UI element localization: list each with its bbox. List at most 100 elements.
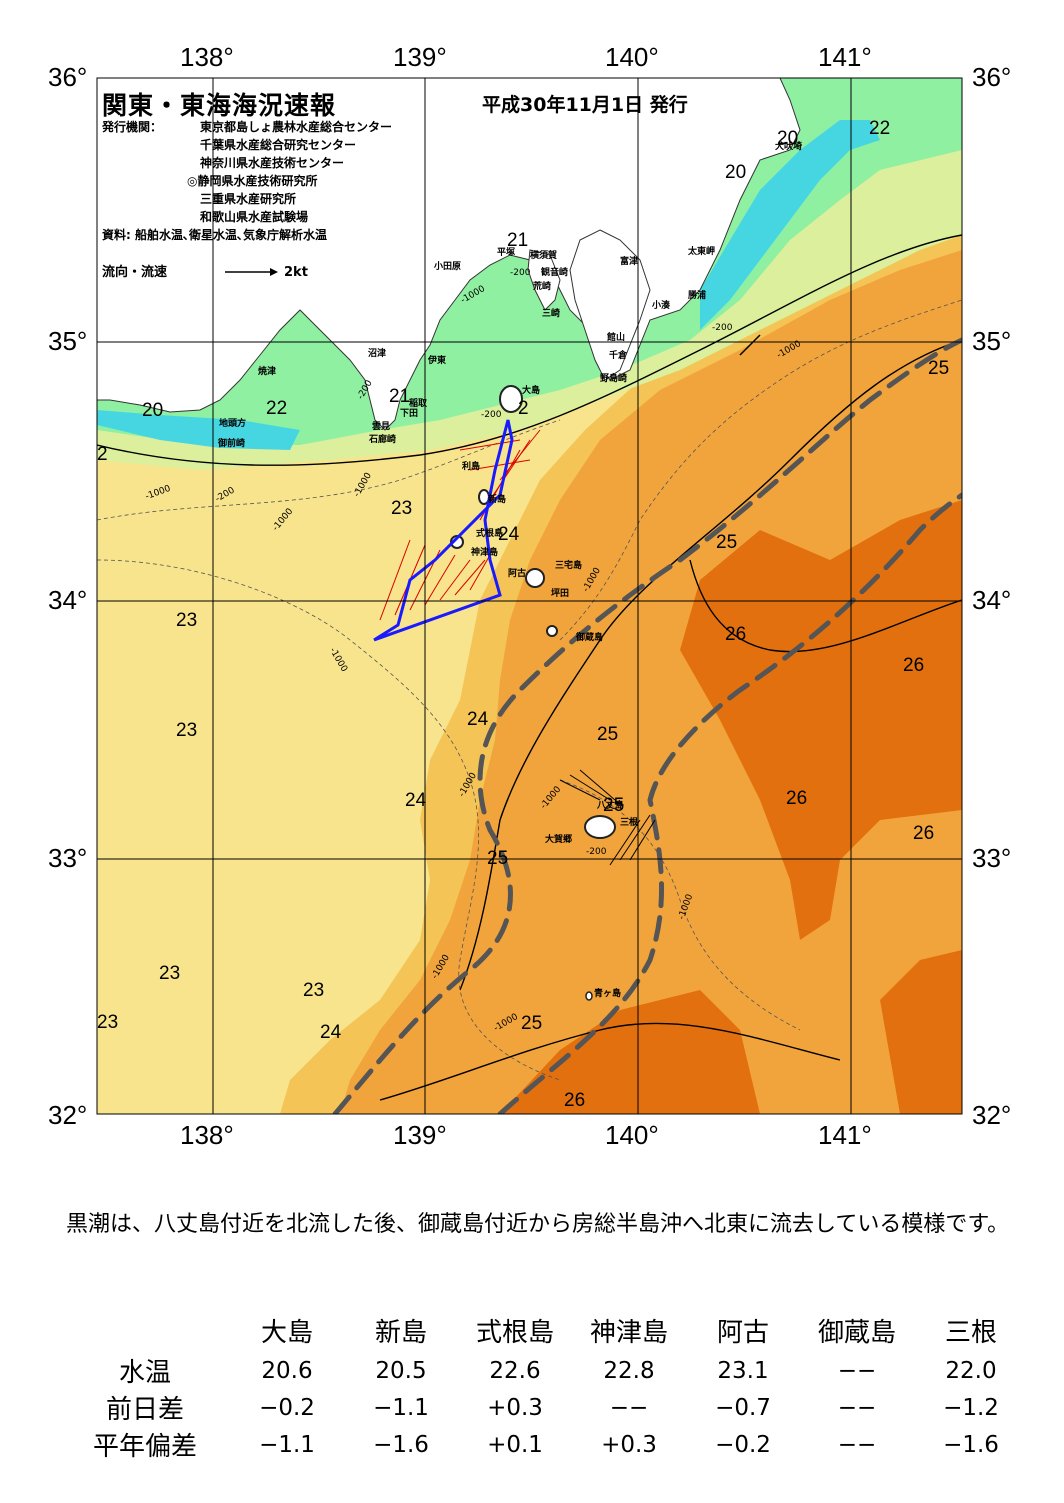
place-yaizu: 焼津 xyxy=(258,367,277,377)
place-chikura: 千倉 xyxy=(609,351,628,361)
temp-label-24-a: 24 xyxy=(498,524,520,545)
table-cell: +0.1 xyxy=(487,1431,543,1458)
place-taitozaki: 太東岬 xyxy=(688,247,716,257)
col-niijima: 新島 xyxy=(374,1317,427,1348)
table-cell: +0.3 xyxy=(601,1431,657,1458)
issuer-2: 神奈川県水産技術センター xyxy=(200,156,345,170)
sea-26-zone xyxy=(680,500,962,940)
sea-26-zone-south xyxy=(500,990,760,1114)
table-cell: −1.6 xyxy=(373,1431,429,1458)
table-row-day-diff: 前日差 −0.2 −1.1 +0.3 −− −0.7 −− −1.2 xyxy=(60,1389,1028,1426)
table-cell: 23.1 xyxy=(717,1357,769,1384)
temp-label-24-d: 24 xyxy=(320,1022,342,1043)
temp-label-2-b: 2 xyxy=(97,444,108,465)
temp-label-25-e: 25 xyxy=(603,795,625,816)
lon-label-141-bottom: 141° xyxy=(818,1120,872,1150)
col-mikurajima: 御蔵島 xyxy=(817,1317,896,1348)
place-yokosuka: 横須賀 xyxy=(530,251,558,261)
temp-label-26-c: 26 xyxy=(786,788,808,809)
issuer-0: 東京都島しょ農林水産総合センター xyxy=(200,120,393,134)
temp-label-23-c: 23 xyxy=(176,720,198,741)
data-sources: 資料: 船舶水温､衛星水温､気象庁解析水温 xyxy=(102,228,327,242)
ship-track xyxy=(373,419,541,642)
table-cell: −− xyxy=(837,1394,877,1421)
flow-legend-arrowhead xyxy=(270,268,278,276)
place-kumomi: 雲見 xyxy=(372,422,391,432)
hachijojima-island xyxy=(584,815,616,839)
issuer-3: ◎静岡県水産技術研究所 xyxy=(187,174,318,188)
place-omaezaki: 御前崎 xyxy=(218,439,246,449)
sea-20-zone-east xyxy=(700,120,880,330)
temp-label-24-c: 24 xyxy=(405,790,427,811)
summary-text: 黒潮は、八丈島付近を北流した後、御蔵島付近から房総半島沖へ北東に流去している模様… xyxy=(66,1212,1010,1237)
issue-date: 平成30年11月1日 発行 xyxy=(482,94,688,116)
place-shikinejima: 式根島 xyxy=(476,529,504,539)
temp-label-20-b: 20 xyxy=(777,128,799,149)
lat-label-33-right: 33° xyxy=(972,843,1012,873)
table-cell: −1.1 xyxy=(373,1394,429,1421)
temp-label-2-a: 2 xyxy=(518,398,529,419)
temp-label-23-d: 23 xyxy=(159,963,181,984)
sea-26-zone-east xyxy=(880,950,962,1114)
temp-label-25-f: 25 xyxy=(521,1013,543,1034)
place-hachijojima: 八丈島 xyxy=(597,801,625,811)
row-label: 前日差 xyxy=(105,1395,184,1425)
place-jitogata: 地頭方 xyxy=(219,419,247,429)
temp-label-21-b: 21 xyxy=(389,386,411,407)
table-cell: −1.2 xyxy=(943,1394,999,1421)
temp-label-25-b: 25 xyxy=(716,532,738,553)
oshima-island xyxy=(499,385,523,413)
hachijo-current-vectors xyxy=(559,769,656,866)
temp-label-21-a: 21 xyxy=(507,230,529,251)
lon-label-139-bottom: 139° xyxy=(393,1120,447,1150)
temp-label-22-b: 22 xyxy=(266,398,288,419)
place-irozaki: 石廊崎 xyxy=(369,435,397,445)
place-aogashima: 青ヶ島 xyxy=(594,989,622,999)
place-kozushima: 神津島 xyxy=(471,548,499,558)
temp-label-26-b: 26 xyxy=(903,655,925,676)
observation-table: 大島 新島 式根島 神津島 阿古 御蔵島 三根 水温 20.6 20.5 22.… xyxy=(60,1308,1028,1463)
place-ito: 伊東 xyxy=(428,356,447,366)
table-row-water-temp: 水温 20.6 20.5 22.6 22.8 23.1 −− 22.0 xyxy=(60,1352,1028,1389)
temp-label-20-a: 20 xyxy=(725,162,747,183)
place-niijima: 新島 xyxy=(488,495,507,505)
place-nojimazaki: 野島崎 xyxy=(600,374,628,384)
col-oshima: 大島 xyxy=(260,1317,313,1348)
col-shikinejima: 式根島 xyxy=(475,1317,554,1348)
row-label: 水温 xyxy=(118,1358,171,1388)
lat-label-32-right: 32° xyxy=(972,1100,1012,1130)
place-tsubota: 坪田 xyxy=(551,589,570,599)
temp-label-26-e: 26 xyxy=(564,1090,586,1111)
lat-label-33: 33° xyxy=(48,843,88,873)
table-cell: −− xyxy=(609,1394,649,1421)
place-katsuura: 勝浦 xyxy=(688,291,707,301)
place-tateyama: 館山 xyxy=(607,333,626,343)
temp-label-23-f: 23 xyxy=(97,1012,119,1033)
place-kannonzaki: 観音崎 xyxy=(541,268,569,278)
col-ako: 阿古 xyxy=(716,1317,769,1348)
miyakejima-island xyxy=(525,568,545,588)
temp-label-26-d: 26 xyxy=(913,823,935,844)
table-cell: −− xyxy=(837,1431,877,1458)
isotherm-lines xyxy=(97,234,962,1101)
flow-legend-label: 流向・流速 xyxy=(102,265,168,280)
lat-label-35-right: 35° xyxy=(972,326,1012,356)
table-row-normal-diff: 平年偏差 −1.1 −1.6 +0.1 +0.3 −0.2 −− −1.6 xyxy=(60,1426,1028,1463)
mikurajima-island xyxy=(546,625,558,637)
place-hiratsuka: 平塚 xyxy=(497,248,516,258)
lat-label-36-right: 36° xyxy=(972,62,1012,92)
lat-label-34-right: 34° xyxy=(972,585,1012,615)
lat-label-32: 32° xyxy=(48,1100,88,1130)
flow-arrow xyxy=(739,334,761,356)
temp-label-25-d: 25 xyxy=(487,848,509,869)
lon-label-139: 139° xyxy=(393,42,447,72)
temp-label-24-b: 24 xyxy=(467,709,489,730)
depth-label-200-e: -200 xyxy=(712,323,733,333)
temp-label-23-a: 23 xyxy=(391,498,413,519)
table-cell: +0.3 xyxy=(487,1394,543,1421)
table-cell: 22.0 xyxy=(945,1357,997,1384)
sea-temperature-map xyxy=(96,77,963,1115)
issuer-5: 和歌山県水産試験場 xyxy=(200,210,309,224)
place-numazu: 沼津 xyxy=(368,349,387,359)
sea-20-zone-west xyxy=(97,410,300,450)
